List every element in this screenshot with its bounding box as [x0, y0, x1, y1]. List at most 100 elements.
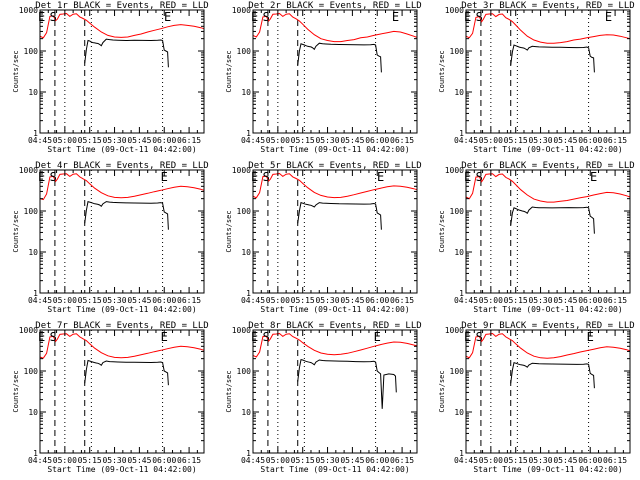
events-series-line — [297, 201, 382, 230]
y-tick-label: 10 — [241, 408, 251, 417]
plot-frame — [252, 329, 418, 454]
panel-title: Det_4r BLACK = Events, RED = LLD — [35, 161, 208, 171]
marker-label: E — [161, 170, 168, 184]
x-tick-label: 04:45 — [241, 296, 265, 305]
plot-frame — [39, 169, 205, 294]
y-tick-label: 1000 — [19, 326, 38, 335]
y-tick-label: 1 — [246, 289, 251, 298]
plot-frame — [252, 169, 418, 294]
x-tick-label: 05:00 — [266, 296, 290, 305]
y-tick-label: 10 — [28, 408, 38, 417]
y-axis-label: Counts/sec — [438, 210, 446, 252]
plot-frame — [465, 9, 631, 134]
lld-series-line — [252, 172, 418, 199]
x-tick-label: 05:30 — [315, 456, 339, 465]
events-series-line — [297, 358, 397, 409]
lld-series-line — [39, 333, 205, 359]
marker-label: S — [50, 10, 57, 24]
lld-series-line — [252, 332, 418, 358]
x-tick-label: 06:00 — [578, 136, 602, 145]
events-series-line — [84, 359, 169, 386]
events-series-line — [510, 361, 595, 389]
marker-label: S — [476, 330, 483, 344]
panel-title: Det_5r BLACK = Events, RED = LLD — [248, 161, 421, 171]
panel-title: Det_7r BLACK = Events, RED = LLD — [35, 321, 208, 331]
x-tick-label: 06:00 — [365, 136, 389, 145]
x-axis-label: Start Time (09-Oct-11 04:42:00) — [260, 305, 409, 314]
x-tick-label: 05:15 — [291, 136, 315, 145]
x-tick-label: 06:15 — [177, 456, 201, 465]
y-tick-label: 100 — [24, 367, 39, 376]
x-axis-label: Start Time (09-Oct-11 04:42:00) — [47, 145, 196, 154]
y-tick-label: 100 — [450, 367, 465, 376]
y-tick-label: 10 — [241, 88, 251, 97]
x-tick-label: 05:30 — [102, 456, 126, 465]
plot-frame — [39, 329, 205, 454]
y-tick-label: 1 — [33, 129, 38, 138]
y-axis-label: Counts/sec — [225, 210, 233, 252]
x-tick-label: 05:15 — [504, 456, 528, 465]
y-tick-label: 1000 — [19, 166, 38, 175]
x-tick-label: 05:45 — [340, 456, 364, 465]
x-tick-label: 06:15 — [603, 456, 627, 465]
x-tick-label: 05:15 — [78, 296, 102, 305]
y-tick-label: 10 — [454, 248, 464, 257]
x-tick-label: 05:15 — [78, 456, 102, 465]
y-tick-label: 10 — [241, 248, 251, 257]
x-tick-label: 05:00 — [53, 296, 77, 305]
marker-label: E — [38, 10, 45, 24]
marker-label: E — [464, 330, 471, 344]
plot-frame — [465, 169, 631, 294]
x-tick-label: 04:45 — [454, 296, 478, 305]
x-tick-label: 05:30 — [315, 136, 339, 145]
marker-label: S — [476, 170, 483, 184]
marker-label: E — [38, 170, 45, 184]
x-tick-label: 05:45 — [553, 456, 577, 465]
x-tick-label: 06:15 — [390, 296, 414, 305]
y-tick-label: 1000 — [232, 166, 251, 175]
x-tick-label: 05:30 — [102, 296, 126, 305]
x-tick-label: 05:30 — [102, 136, 126, 145]
x-axis-label: Start Time (09-Oct-11 04:42:00) — [47, 465, 196, 474]
y-axis-label: Counts/sec — [12, 370, 20, 412]
marker-label: E — [464, 10, 471, 24]
x-tick-label: 05:00 — [266, 456, 290, 465]
x-axis-label: Start Time (09-Oct-11 04:42:00) — [473, 305, 622, 314]
events-series-line — [84, 38, 169, 68]
x-tick-label: 05:00 — [479, 456, 503, 465]
y-axis-label: Counts/sec — [12, 50, 20, 92]
x-tick-label: 05:45 — [127, 456, 151, 465]
x-tick-label: 06:15 — [177, 296, 201, 305]
x-axis-label: Start Time (09-Oct-11 04:42:00) — [260, 145, 409, 154]
marker-label: S — [263, 170, 270, 184]
y-tick-label: 100 — [24, 207, 39, 216]
y-axis-label: Counts/sec — [12, 210, 20, 252]
y-tick-label: 1 — [246, 449, 251, 458]
y-tick-label: 100 — [450, 47, 465, 56]
marker-label: E — [251, 330, 258, 344]
y-tick-label: 100 — [237, 47, 252, 56]
y-axis-label: Counts/sec — [438, 370, 446, 412]
marker-label: E — [392, 10, 399, 24]
y-tick-label: 1 — [246, 129, 251, 138]
y-tick-label: 10 — [28, 248, 38, 257]
x-tick-label: 05:45 — [553, 136, 577, 145]
marker-label: S — [50, 330, 57, 344]
marker-label: E — [464, 170, 471, 184]
x-tick-label: 06:00 — [152, 136, 176, 145]
y-tick-label: 1 — [459, 449, 464, 458]
x-tick-label: 06:00 — [578, 296, 602, 305]
y-axis-label: Counts/sec — [225, 370, 233, 412]
x-tick-label: 04:45 — [241, 136, 265, 145]
marker-label: S — [263, 330, 270, 344]
y-tick-label: 100 — [24, 47, 39, 56]
y-tick-label: 10 — [28, 88, 38, 97]
x-tick-label: 05:00 — [266, 136, 290, 145]
x-tick-label: 06:00 — [578, 456, 602, 465]
marker-label: E — [605, 10, 612, 24]
x-tick-label: 05:45 — [127, 136, 151, 145]
